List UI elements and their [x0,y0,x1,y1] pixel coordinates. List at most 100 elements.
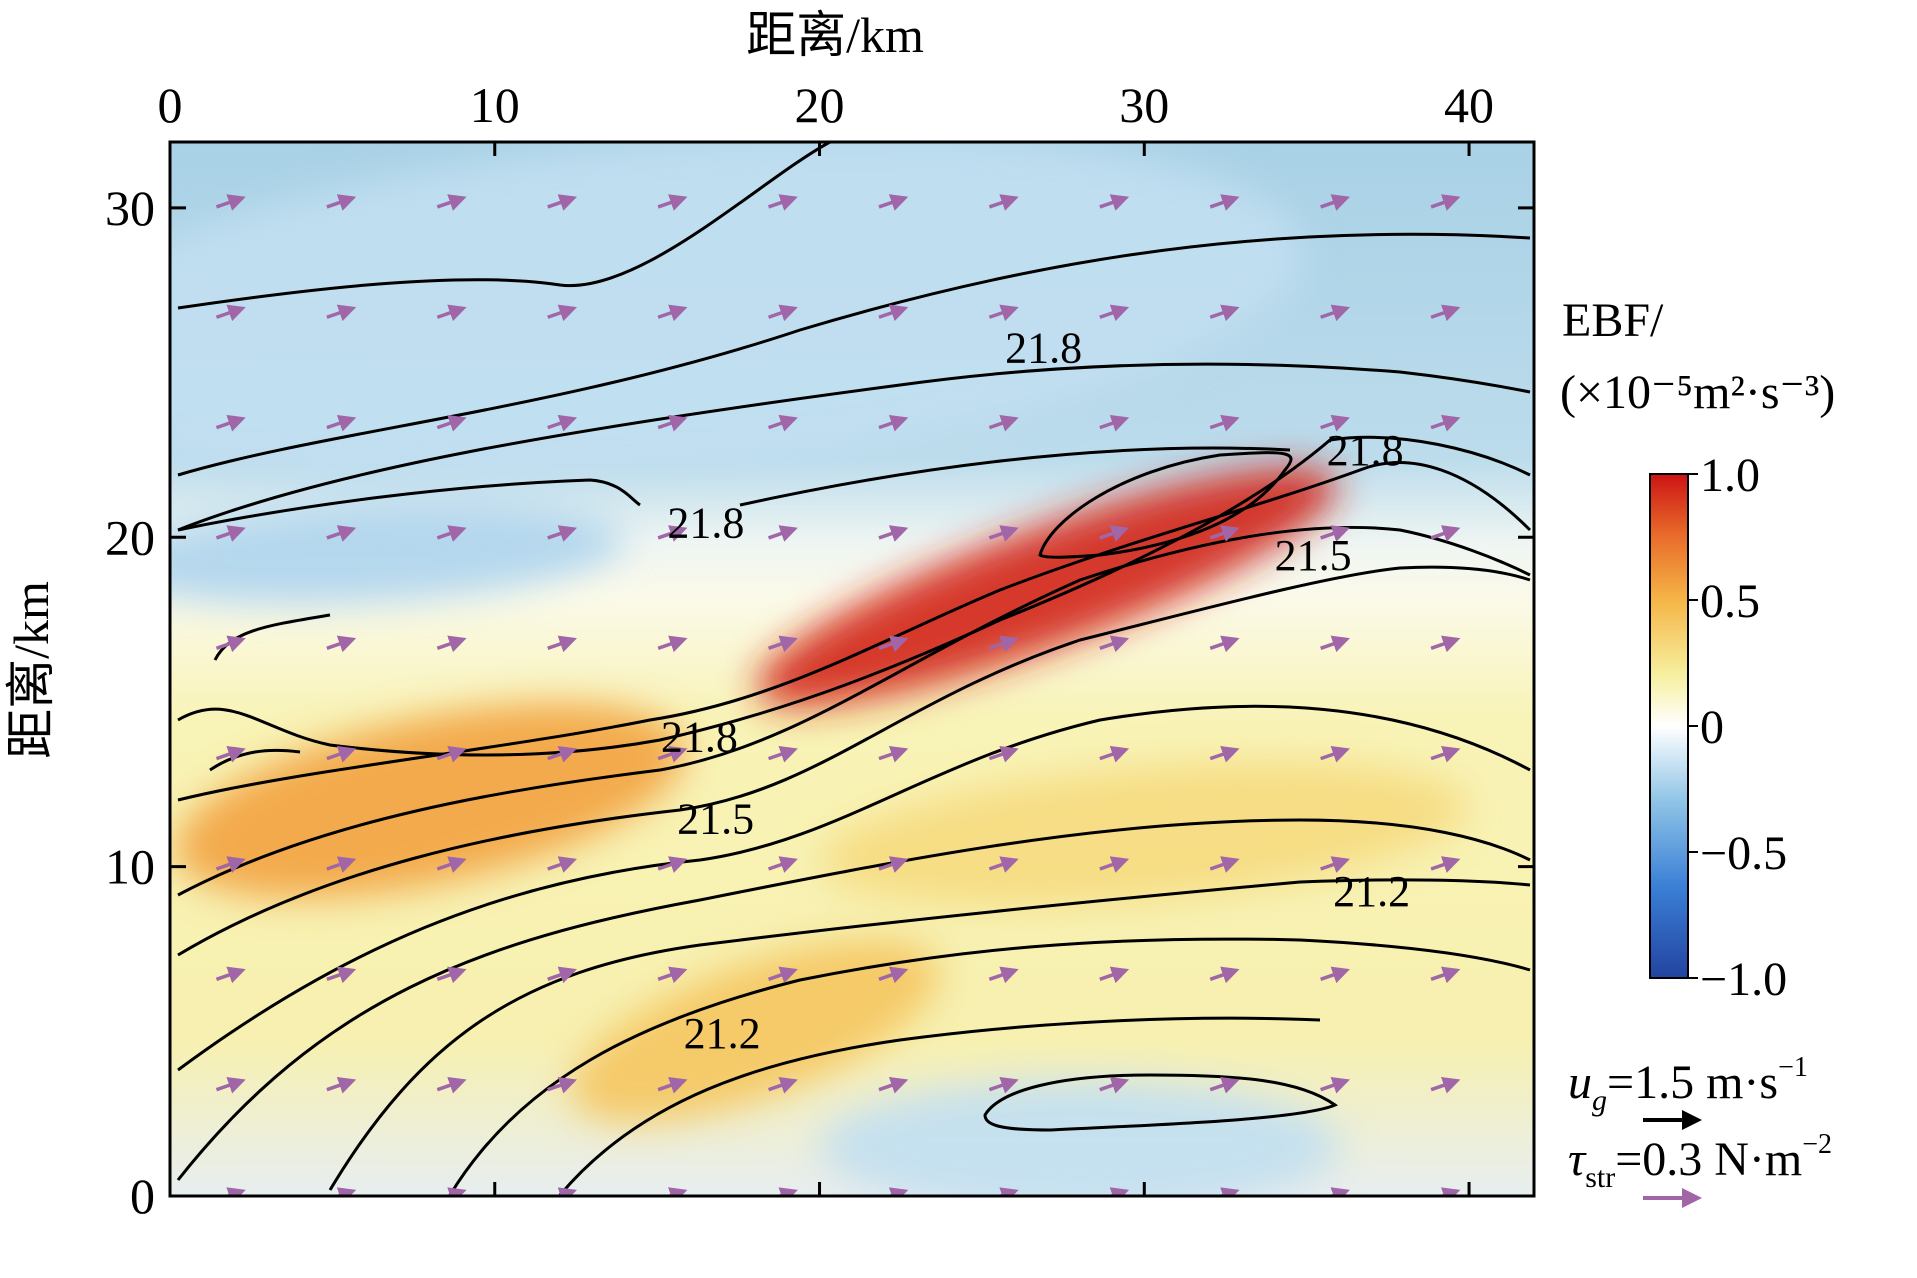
stress-arrow [1099,966,1130,984]
stress-arrow [326,414,357,432]
colorbar-ticks: 1.0 0.5 0 −0.5 −1.0 [1688,449,1787,1006]
stress-arrow [657,635,688,653]
stress-arrow [547,966,578,984]
contour-label: 21.8 [667,498,744,547]
stress-arrow [547,635,578,653]
stress-arrow [326,745,357,763]
stress-arrow [436,525,467,542]
stress-arrow [878,525,909,542]
stress-arrow [988,304,1019,322]
legend-tau: τstr=0.3 N·m−2 [1568,1129,1832,1194]
stress-arrow [767,966,798,984]
stress-arrow [547,525,578,542]
stress-arrow [767,194,798,211]
stress-arrow [767,745,798,763]
contour-line [558,1016,1321,1196]
stress-arrow [1430,194,1461,211]
legend: ug=1.5 m·s−1 τstr=0.3 N·m−2 [1568,1052,1832,1208]
stress-arrow [547,194,578,211]
y-axis-title: 距离/km [3,581,59,759]
stress-arrow [1430,966,1461,984]
stress-arrow [767,635,798,653]
stress-arrow [547,1076,578,1094]
stress-arrow [1099,635,1130,653]
stress-arrow [1099,745,1130,763]
contour-line [177,704,1531,1072]
x-tick-label: 10 [470,77,520,133]
stress-arrow [1099,304,1130,322]
contour-label: 21.5 [1275,531,1352,580]
stress-arrow [1320,856,1350,873]
stress-arrow [326,194,357,211]
contour-label: 21.8 [1327,426,1404,475]
x-tick-label: 20 [795,77,845,133]
stress-arrow [1320,1076,1350,1094]
contour-line [177,142,831,310]
ebf-field [170,142,1468,1196]
stress-arrow [767,856,798,873]
stress-arrow [215,414,246,432]
stress-arrow [215,304,246,322]
stress-arrow [215,966,246,984]
stress-arrow [326,525,357,542]
contour-line [177,478,641,532]
stress-arrow [988,966,1019,984]
stress-arrow [1099,414,1130,432]
stress-arrow [215,856,246,873]
stress-arrow [1320,966,1350,984]
stress-arrow [326,304,357,322]
stress-arrow [215,194,246,211]
stress-arrow [1099,525,1130,542]
stress-arrow [1430,856,1461,873]
stress-arrow [1320,414,1350,432]
contour-line [328,878,1531,1191]
stress-arrow [988,414,1019,432]
stress-arrow [878,856,909,873]
stress-arrow [1209,414,1240,432]
contour-line [983,1073,1339,1132]
stress-arrow [436,745,467,763]
stress-arrow [1209,304,1240,322]
stress-arrow [436,414,467,432]
stress-arrow [1430,745,1461,763]
stress-arrow [436,635,467,653]
contour-label: 21.8 [661,712,738,761]
temperature-contours [176,142,1532,1196]
stress-arrow [215,635,246,653]
colorbar-tick-label: 0.5 [1700,575,1760,628]
stress-arrow [767,304,798,322]
stress-arrow [1320,194,1350,211]
stress-arrow [547,414,578,432]
stress-arrow [878,194,909,211]
colorbar-tick-label: −1.0 [1700,953,1787,1006]
stress-arrow [1320,525,1350,542]
x-tick-label: 30 [1119,77,1169,133]
x-tick-label: 40 [1444,77,1494,133]
stress-arrow [1209,525,1240,542]
stress-arrow [1209,194,1240,211]
stress-arrow [657,856,688,873]
colorbar-title-line2: (×10⁻⁵m²·s⁻³) [1560,366,1835,419]
ebf-region [820,762,1468,906]
stress-arrow [1320,635,1350,653]
stress-arrow [988,1076,1019,1094]
stress-arrow [767,525,798,542]
plot-frame [168,140,1536,1198]
x-axis-title: 距离/km [746,7,924,63]
y-axis-ticks: 0 10 20 30 [105,180,1534,1224]
ebf-region [170,142,1305,481]
colorbar-title-line1: EBF/ [1562,294,1664,347]
contour-line [177,232,1531,477]
stress-arrow [1099,856,1130,873]
stress-arrow [1430,1076,1461,1094]
stress-arrow [1430,635,1461,653]
stress-arrow [767,1076,798,1094]
contour-label: 21.5 [677,795,754,844]
stress-arrow [1430,304,1461,322]
stress-arrow [988,525,1019,542]
stress-arrow [878,745,909,763]
legend-ug: ug=1.5 m·s−1 [1568,1052,1808,1117]
stress-arrow [436,856,467,873]
stress-arrow [1209,966,1240,984]
contour-line [177,435,1531,757]
